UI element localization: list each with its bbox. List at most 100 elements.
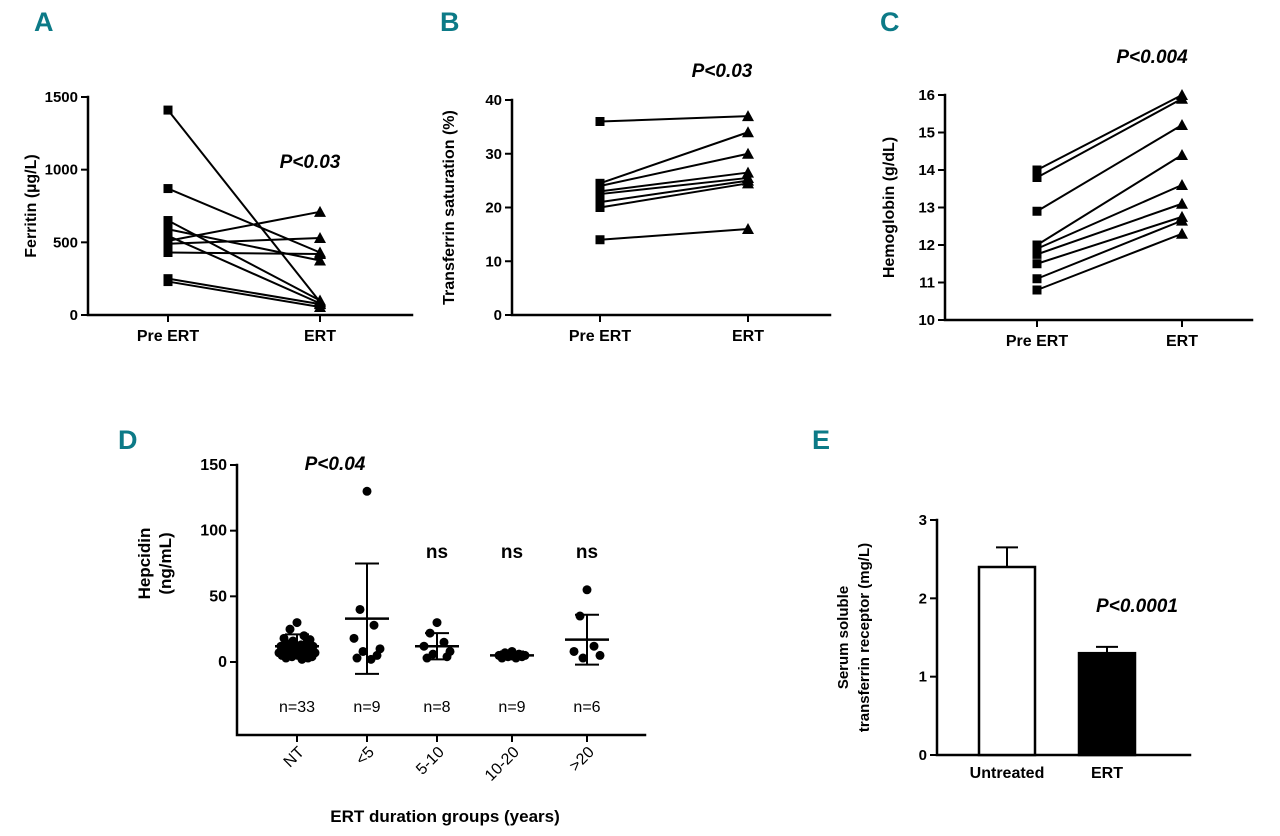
y-tick-label: 11 bbox=[919, 275, 935, 292]
pre-marker-square bbox=[1032, 165, 1042, 175]
y-tick-label: 3 bbox=[919, 512, 927, 529]
pre-marker-square bbox=[163, 248, 173, 258]
pair-line bbox=[167, 210, 321, 242]
pre-marker-square bbox=[1032, 274, 1042, 284]
panel-e-chart: 0 1 2 3 Untreated ERT P<0.0001 Serum soluble tra… bbox=[835, 512, 1192, 782]
post-marker-triangle bbox=[1176, 197, 1188, 209]
y-tick-label: 10 bbox=[485, 253, 502, 270]
x-category-label: Untreated bbox=[970, 765, 1045, 782]
pair-line bbox=[599, 131, 749, 185]
pair-line bbox=[599, 176, 749, 196]
post-marker-triangle bbox=[742, 147, 754, 159]
pair-line bbox=[1036, 184, 1183, 250]
panel-e-soluble-transferrin-receptor: E 0 1 2 3 Untreated ERT P<0.0001 Serum soluble t… bbox=[800, 415, 1260, 815]
pair-line bbox=[167, 187, 321, 254]
x-category-label: NT bbox=[281, 744, 308, 771]
pair-line bbox=[599, 171, 749, 193]
axes bbox=[510, 98, 832, 317]
ns-annotation: ns bbox=[426, 542, 448, 563]
pair-line bbox=[1036, 215, 1183, 265]
pair-line bbox=[167, 219, 321, 302]
y-tick-label: 40 bbox=[485, 92, 502, 109]
pair-line bbox=[599, 152, 749, 187]
pre-marker-square bbox=[595, 197, 605, 207]
n-count-label: n=6 bbox=[573, 699, 600, 716]
pre-marker-square bbox=[1032, 244, 1042, 254]
n-count-label: n=9 bbox=[498, 699, 525, 716]
y-tick-label: 0 bbox=[919, 747, 927, 764]
x-category-label: 5-10 bbox=[413, 744, 448, 779]
pre-marker-square bbox=[1032, 173, 1042, 182]
y-axis-title: Transferrin saturation (%) bbox=[441, 110, 458, 305]
x-category-label: ERT bbox=[732, 328, 764, 345]
pre-marker-square bbox=[1032, 259, 1042, 269]
pair-line bbox=[167, 109, 321, 303]
pair-line bbox=[1036, 94, 1183, 171]
scatter-point bbox=[422, 653, 432, 663]
panel-letter-a: A bbox=[34, 7, 54, 37]
n-count-label: n=9 bbox=[353, 699, 380, 716]
post-marker-triangle bbox=[742, 126, 754, 138]
pre-marker-square bbox=[163, 184, 173, 194]
n-count-label: n=33 bbox=[279, 699, 315, 716]
scatter-point bbox=[285, 624, 295, 634]
pair-line bbox=[167, 236, 321, 245]
post-marker-triangle bbox=[314, 254, 326, 266]
post-marker-triangle bbox=[314, 301, 326, 313]
y-tick-label: 10 bbox=[918, 312, 935, 329]
y-tick-label: 13 bbox=[918, 200, 935, 217]
pre-marker-square bbox=[1032, 249, 1042, 259]
n-count-label: n=8 bbox=[423, 699, 450, 716]
pair-line bbox=[599, 228, 749, 241]
y-axis-title: Ferritin (µg/L) bbox=[23, 154, 40, 257]
y-tick-label: 16 bbox=[918, 87, 935, 104]
pair-line bbox=[1036, 219, 1183, 280]
scatter-point bbox=[358, 646, 368, 656]
y-tick-label: 0 bbox=[70, 307, 78, 324]
y-tick-label: 12 bbox=[918, 237, 935, 254]
pre-marker-square bbox=[595, 117, 605, 126]
scatter-point bbox=[569, 646, 579, 656]
pair-line bbox=[1036, 202, 1183, 256]
post-marker-triangle bbox=[1176, 214, 1188, 226]
ns-annotation: ns bbox=[501, 542, 523, 563]
pre-marker-square bbox=[163, 105, 173, 115]
x-category-label: Pre ERT bbox=[569, 328, 631, 345]
panel-a-ferritin: A 0 500 1000 1500 Pre ERT ERT P<0.03 Ferritin (… bbox=[20, 5, 430, 355]
x-category-label: <5 bbox=[353, 744, 378, 769]
panel-d-chart: 0 50 100 150 n=33 NT n=9 <5 ns n=8 5-10 ns n=9 10-20 n… bbox=[135, 454, 647, 826]
pre-marker-square bbox=[595, 235, 605, 245]
y-tick-label: 1 bbox=[919, 669, 927, 686]
y-tick-label: 500 bbox=[53, 234, 78, 251]
post-marker-triangle bbox=[742, 110, 754, 122]
y-tick-label: 100 bbox=[200, 523, 227, 540]
scatter-point bbox=[439, 637, 449, 647]
post-marker-triangle bbox=[314, 231, 326, 243]
y-tick-label: 20 bbox=[485, 200, 502, 217]
post-marker-triangle bbox=[314, 205, 326, 217]
x-category-label: ERT bbox=[1166, 333, 1198, 350]
scatter-point bbox=[355, 604, 365, 614]
pre-marker-square bbox=[163, 239, 173, 249]
x-category-label: >20 bbox=[567, 744, 598, 775]
pair-line bbox=[599, 115, 749, 123]
scatter-point bbox=[349, 633, 359, 643]
y-axis-title: (ng/mL) bbox=[156, 532, 175, 594]
y-tick-label: 1000 bbox=[45, 162, 78, 179]
scatter-point bbox=[362, 486, 372, 496]
pair-line bbox=[1036, 154, 1183, 246]
panel-letter-c: C bbox=[880, 7, 900, 37]
panel-b-chart: 0 10 20 30 40 Pre ERT ERT P<0.03 Transferrin sat… bbox=[441, 61, 832, 345]
pair-line bbox=[599, 182, 749, 209]
pre-marker-square bbox=[163, 277, 173, 287]
p-value: P<0.04 bbox=[305, 454, 366, 475]
pair-line bbox=[167, 251, 321, 255]
pair-line bbox=[1036, 124, 1183, 213]
pair-line bbox=[167, 277, 321, 306]
pre-marker-square bbox=[595, 181, 605, 191]
post-marker-triangle bbox=[1176, 119, 1188, 130]
y-tick-label: 0 bbox=[218, 654, 227, 671]
scatter-point bbox=[575, 611, 585, 621]
y-tick-label: 0 bbox=[494, 307, 502, 324]
